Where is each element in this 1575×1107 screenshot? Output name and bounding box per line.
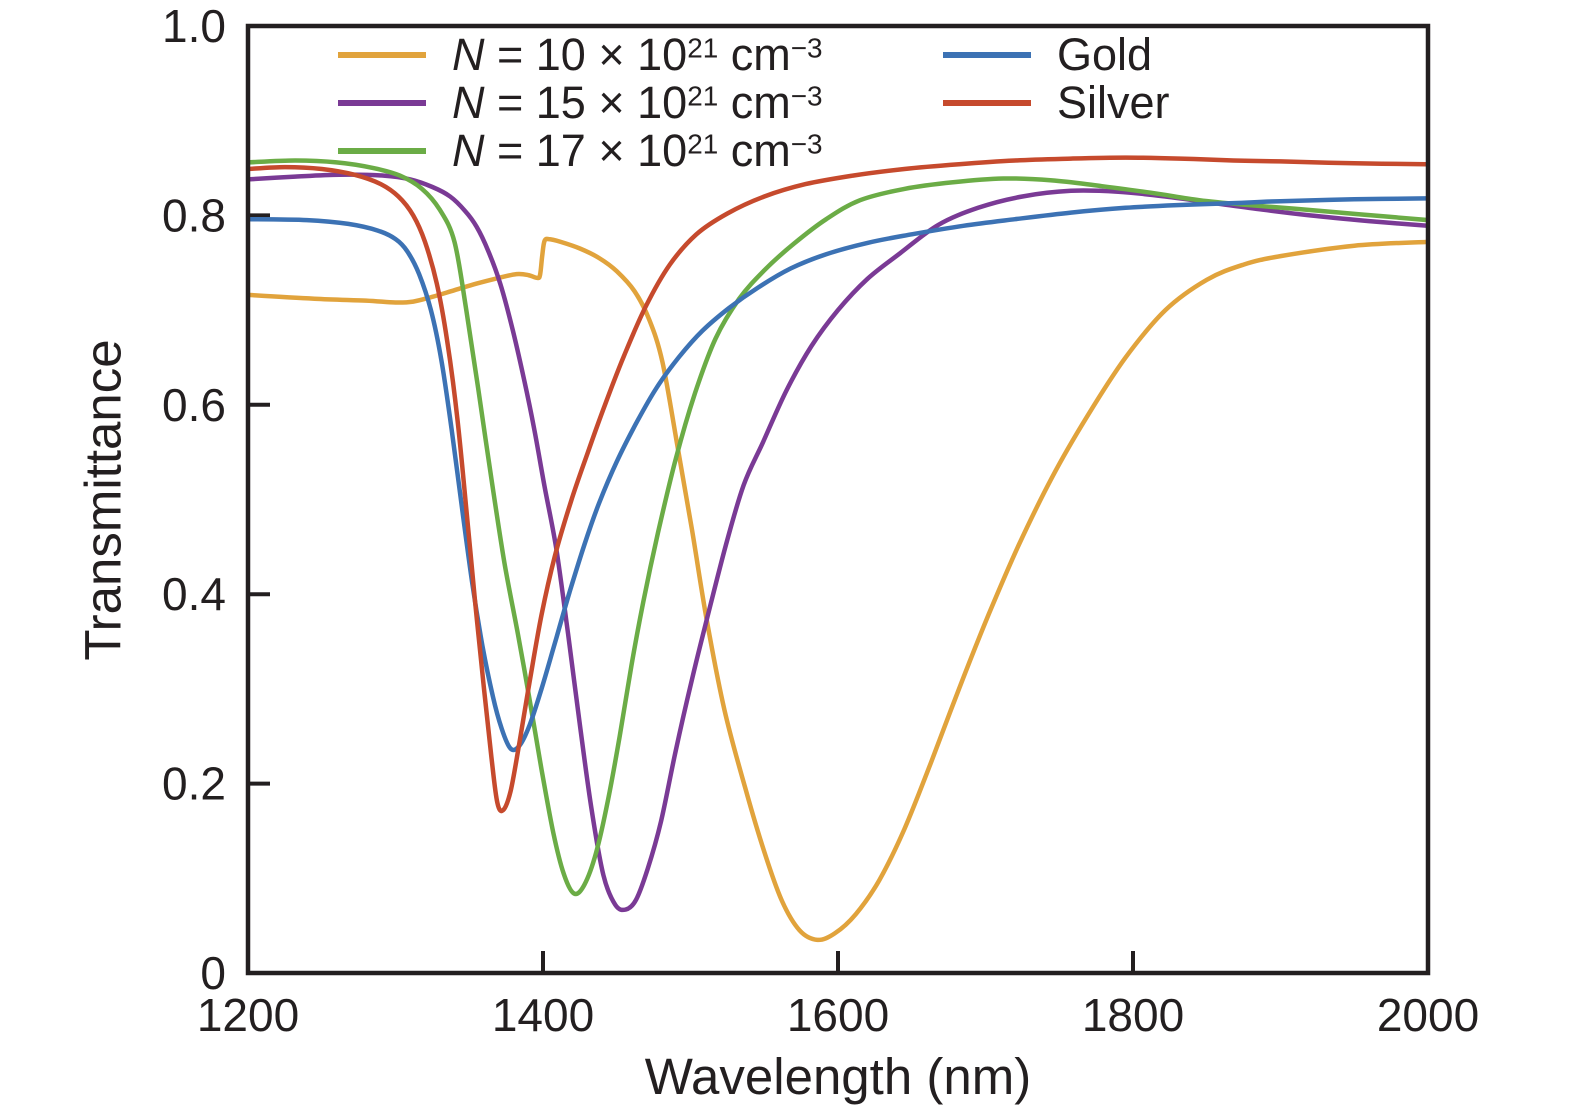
x-tick-label: 2000	[1377, 989, 1479, 1041]
legend-item-silver: Silver	[943, 77, 1170, 128]
x-tick-label: 1600	[787, 989, 889, 1041]
series-curve-1	[250, 172, 1426, 913]
legend-item-n17: N = 17 × 1021 cm−3	[338, 125, 823, 176]
series-curve-2	[250, 158, 1426, 897]
legend-column-1: N = 10 × 1021 cm−3 N = 15 × 1021 cm−3 N …	[338, 29, 823, 176]
legend-label-n15: N = 15 × 1021 cm−3	[452, 77, 823, 128]
x-tick-label: 1800	[1082, 989, 1184, 1041]
y-tick-label: 0.2	[162, 758, 226, 810]
y-tick-label: 0	[200, 947, 226, 999]
legend-swatch-silver	[943, 100, 1031, 106]
series-curve-3	[250, 196, 1426, 753]
y-tick-label: 0.4	[162, 568, 226, 620]
legend-label-n17: N = 17 × 1021 cm−3	[452, 125, 823, 176]
legend-swatch-n17	[338, 148, 426, 154]
legend-swatch-n15	[338, 100, 426, 106]
x-axis-label: Wavelength (nm)	[644, 1048, 1032, 1105]
y-tick-label: 0.8	[162, 189, 226, 241]
legend-column-2: Gold Silver	[943, 29, 1170, 128]
x-tick-label: 1200	[197, 989, 299, 1041]
legend-item-n10: N = 10 × 1021 cm−3	[338, 29, 823, 80]
series-curve-0	[250, 236, 1426, 943]
plot-frame	[245, 23, 1431, 976]
legend-item-gold: Gold	[943, 29, 1170, 80]
legend-label-gold: Gold	[1057, 29, 1153, 80]
y-axis-label: Transmittance	[74, 339, 132, 661]
x-tick-label: 1400	[492, 989, 594, 1041]
legend-label-silver: Silver	[1057, 77, 1170, 128]
y-tick-label: 0.6	[162, 379, 226, 431]
legend-label-n10: N = 10 × 1021 cm−3	[452, 29, 823, 80]
legend-swatch-n10	[338, 52, 426, 58]
legend-swatch-gold	[943, 52, 1031, 58]
y-tick-label: 1.0	[162, 0, 226, 52]
series-curve-4	[250, 155, 1426, 814]
legend-item-n15: N = 15 × 1021 cm−3	[338, 77, 823, 128]
